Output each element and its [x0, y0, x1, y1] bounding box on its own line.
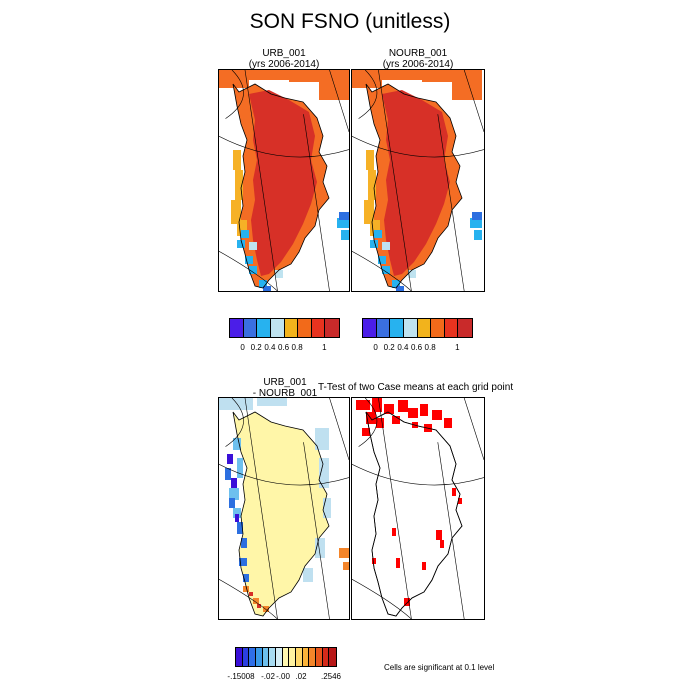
map-canvas — [219, 398, 349, 619]
colorbar-swatch — [311, 319, 326, 337]
colorbar-swatch — [322, 648, 330, 666]
colorbar-tick-label: .02 — [295, 672, 307, 681]
difference-map-panel — [218, 397, 350, 620]
colorbar-tick-label: 1 — [455, 343, 460, 352]
colorbar-tick-label: 0.6 — [277, 343, 290, 352]
colorbar-swatch — [403, 319, 418, 337]
colorbar-swatch — [295, 648, 303, 666]
difference-colorbar — [235, 647, 337, 667]
colorbar-tick-label: 0.8 — [291, 343, 303, 352]
colorbar-swatch — [315, 648, 323, 666]
colorbar-swatch — [298, 319, 312, 337]
nourb-colorbar — [362, 318, 473, 338]
colorbar-swatch — [390, 319, 404, 337]
diff-title: URB_001 - NOURB_001 — [230, 377, 340, 399]
significance-note: Cells are significant at 0.1 level — [384, 663, 495, 672]
colorbar-swatch — [242, 648, 250, 666]
colorbar-swatch — [282, 648, 290, 666]
nourb-title-line2: (yrs 2006-2014) — [382, 59, 454, 70]
ttest-title: T-Test of two Case means at each grid po… — [318, 382, 514, 393]
ttest-map-panel — [351, 397, 485, 620]
colorbar-swatch — [309, 648, 316, 666]
map-canvas — [352, 70, 484, 291]
urb-title-line2: (yrs 2006-2014) — [248, 59, 320, 70]
nourb-map-panel — [351, 69, 485, 292]
colorbar-swatch — [249, 648, 256, 666]
colorbar-tick-label: -.00 — [276, 672, 290, 681]
colorbar-swatch — [269, 648, 276, 666]
colorbar-swatch — [302, 648, 310, 666]
colorbar-tick-label: -.15008 — [227, 672, 255, 681]
colorbar-swatch — [275, 648, 283, 666]
urb-map-panel — [218, 69, 350, 292]
colorbar-swatch — [376, 319, 391, 337]
map-canvas — [219, 70, 349, 291]
urb-title: URB_001 (yrs 2006-2014) — [220, 48, 348, 70]
colorbar-tick-label: 1 — [322, 343, 327, 352]
colorbar-swatch — [417, 319, 432, 337]
colorbar-swatch — [270, 319, 285, 337]
colorbar-swatch — [243, 319, 258, 337]
colorbar-swatch — [325, 319, 339, 337]
colorbar-tick-label: 0 — [240, 343, 245, 352]
urb-colorbar — [229, 318, 340, 338]
colorbar-swatch — [458, 319, 472, 337]
colorbar-swatch — [289, 648, 296, 666]
colorbar-swatch — [255, 648, 263, 666]
colorbar-tick-label: 0.8 — [424, 343, 436, 352]
colorbar-tick-label: 0.6 — [410, 343, 423, 352]
colorbar-swatch — [431, 319, 445, 337]
colorbar-swatch — [262, 648, 270, 666]
colorbar-swatch — [236, 648, 243, 666]
map-canvas — [352, 398, 484, 619]
colorbar-tick-label: -.02 — [261, 672, 275, 681]
colorbar-tick-label: .2546 — [320, 672, 342, 681]
urb-title-line1: URB_001 — [262, 48, 306, 59]
nourb-title-line1: NOURB_001 — [388, 48, 448, 59]
colorbar-swatch — [329, 648, 336, 666]
colorbar-tick-label: 0.2 — [383, 343, 395, 352]
colorbar-tick-label: 0.4 — [264, 343, 276, 352]
diff-title-line1: URB_001 — [263, 377, 307, 388]
colorbar-swatch — [284, 319, 299, 337]
colorbar-tick-label: 0.4 — [397, 343, 409, 352]
colorbar-swatch — [444, 319, 459, 337]
diff-title-line2: - NOURB_001 — [252, 388, 318, 399]
colorbar-swatch — [230, 319, 244, 337]
page-title: SON FSNO (unitless) — [249, 10, 451, 33]
colorbar-tick-label: 0 — [373, 343, 378, 352]
colorbar-swatch — [257, 319, 271, 337]
nourb-title: NOURB_001 (yrs 2006-2014) — [352, 48, 484, 70]
colorbar-tick-label: 0.2 — [250, 343, 262, 352]
colorbar-swatch — [363, 319, 377, 337]
